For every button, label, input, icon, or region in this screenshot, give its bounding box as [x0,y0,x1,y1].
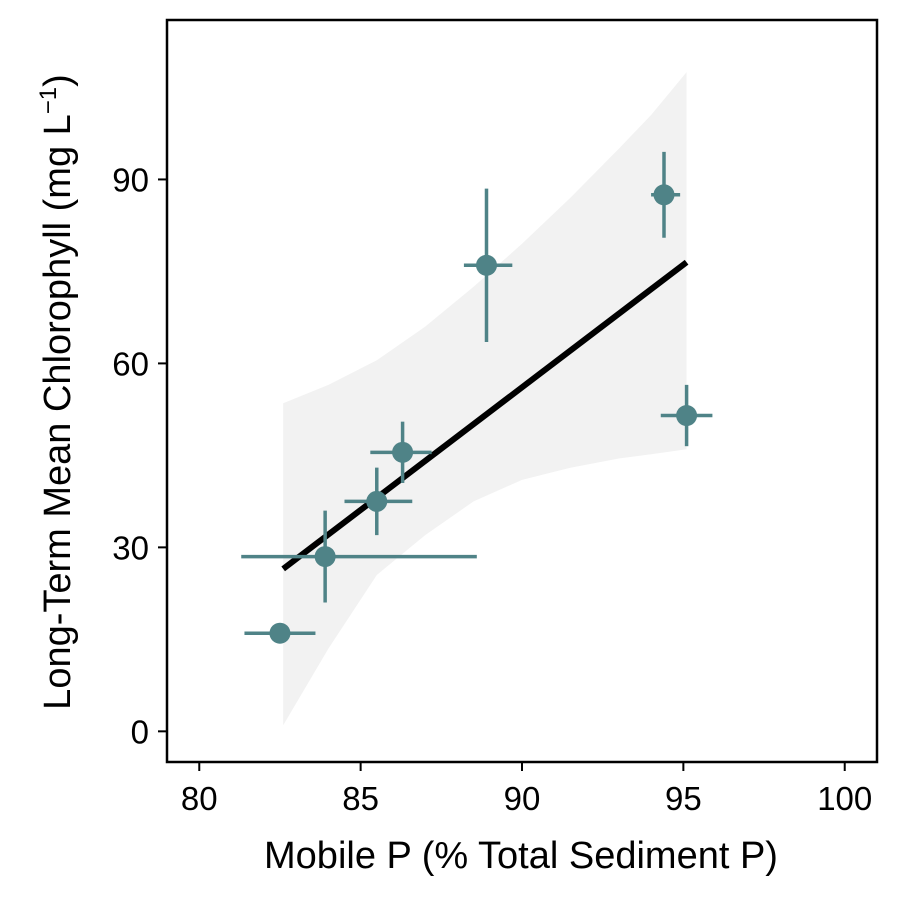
data-points-layer [269,184,698,644]
data-point [476,254,497,276]
y-axis-ticks: 0 30 60 90 [112,161,167,750]
y-tick-label: 30 [112,529,149,566]
data-point [653,184,675,206]
fit-line-layer [281,259,689,572]
x-axis-label: Mobile P (% Total Sediment P) [264,835,778,877]
x-axis-ticks: 80 85 90 95 100 [181,762,872,817]
data-point [676,405,698,427]
y-axis-label-main: Long-Term Mean Chlorophyll (mg L [37,114,79,710]
x-tick-label: 95 [665,780,702,817]
y-tick-label: 90 [112,161,149,198]
x-tick-label: 80 [181,780,218,817]
data-point [392,441,414,463]
x-tick-label: 90 [504,780,541,817]
x-tick-label: 100 [817,780,872,817]
y-tick-label: 60 [112,345,149,382]
y-axis-label-close: ) [37,74,79,87]
y-tick-label: 0 [131,713,149,750]
y-axis-label: Long-Term Mean Chlorophyll (mg L−1) [35,74,79,710]
x-tick-label: 85 [342,780,379,817]
y-axis-label-superscript: −1 [35,87,62,114]
fit-line [281,259,689,572]
confidence-band [283,72,687,726]
confidence-band-layer [283,72,687,726]
data-point [269,622,291,644]
data-point [366,490,388,512]
data-point [314,546,336,568]
